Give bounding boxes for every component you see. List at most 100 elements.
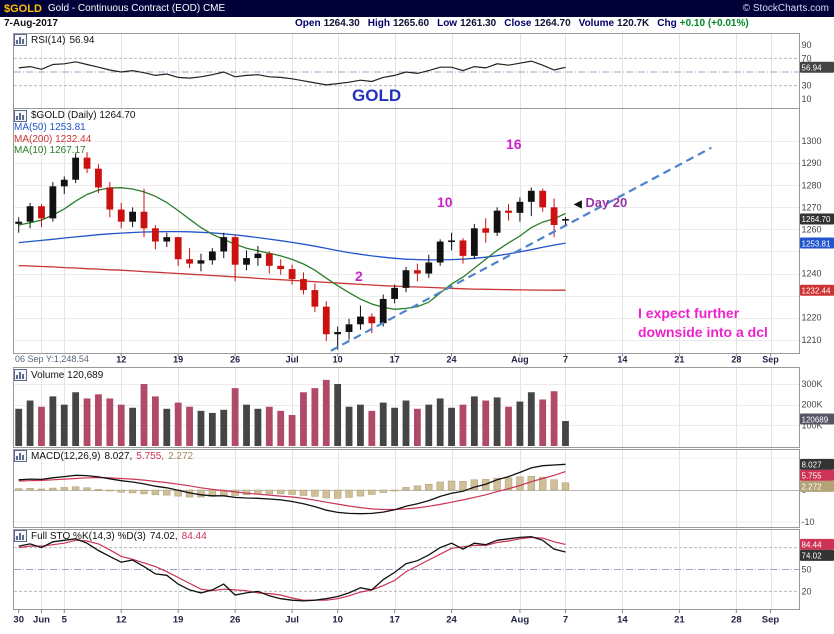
macd-series	[14, 463, 570, 515]
macd-value-1: 8.027,	[104, 450, 133, 462]
trendline	[330, 146, 712, 352]
high-value: 1265.60	[392, 18, 430, 29]
svg-text:1240: 1240	[802, 269, 822, 279]
date-axes: 12 19 26 Jul 10 17 24 Aug 7 14 21 28 Sep 30 Jun 5 12 19 26…	[13, 353, 779, 626]
high-label: High	[367, 18, 390, 29]
low-value: 1261.30	[460, 18, 497, 29]
svg-text:200K: 200K	[802, 400, 823, 410]
svg-text:100K: 100K	[802, 420, 823, 430]
svg-text:1232.44: 1232.44	[802, 286, 831, 295]
close-label: Close	[504, 18, 532, 29]
svg-text:2.272: 2.272	[802, 483, 823, 492]
svg-text:10: 10	[802, 94, 812, 104]
svg-text:56.94: 56.94	[802, 63, 823, 72]
ma50-legend: MA(50) 1253.81	[14, 122, 86, 133]
svg-text:1220: 1220	[802, 313, 822, 323]
svg-text:17: 17	[390, 355, 400, 365]
low-label: Low	[437, 18, 458, 29]
sto-legend: Full STO %K(14,3) %D(3) 74.02, 84.44	[14, 530, 207, 542]
volume-legend: Volume 120,689	[14, 369, 103, 381]
svg-text:Jul: Jul	[286, 355, 299, 365]
sto-value-k: 74.02,	[149, 530, 178, 542]
volume-label: Volume	[578, 18, 615, 29]
svg-text:Jul: Jul	[285, 615, 299, 626]
macd-label: MACD(12,26,9)	[31, 450, 101, 462]
panel-collapse-icon[interactable]	[14, 369, 27, 381]
svg-text:14: 14	[617, 615, 628, 626]
svg-text:Aug: Aug	[511, 615, 530, 626]
close-value: 1264.70	[534, 18, 571, 29]
svg-text:12: 12	[116, 355, 126, 365]
svg-text:30: 30	[13, 615, 24, 626]
panel-collapse-icon[interactable]	[14, 450, 27, 462]
annotation-note: I expect further downside into a dcl	[638, 304, 768, 342]
sto-label: Full STO %K(14,3) %D(3)	[31, 530, 146, 542]
svg-text:24: 24	[446, 615, 457, 626]
panel-collapse-icon[interactable]	[14, 34, 27, 46]
svg-text:1253.81: 1253.81	[802, 239, 831, 248]
svg-text:28: 28	[731, 355, 741, 365]
sto-series	[18, 535, 566, 602]
quote-date: 7-Aug-2017	[4, 18, 58, 29]
svg-text:19: 19	[173, 355, 183, 365]
svg-text:1300: 1300	[802, 136, 822, 146]
svg-text:12: 12	[116, 615, 127, 626]
rsi-value: 56.94	[69, 34, 95, 46]
chg-label: Chg	[657, 18, 677, 29]
svg-text:8.027: 8.027	[802, 461, 823, 470]
panel-collapse-icon[interactable]	[14, 110, 27, 122]
open-label: Open	[295, 18, 321, 29]
svg-text:5: 5	[62, 615, 68, 626]
copyright-link[interactable]: © StockCharts.com	[742, 3, 829, 14]
svg-text:Jun: Jun	[33, 615, 50, 626]
price-legend: $GOLD (Daily) 1264.70 MA(50) 1253.81 MA(…	[14, 110, 136, 157]
svg-text:10: 10	[332, 615, 343, 626]
svg-text:120689: 120689	[802, 415, 829, 424]
rsi-label: RSI(14)	[31, 34, 66, 46]
svg-text:84.44: 84.44	[802, 541, 823, 550]
right-axis: 1300 1290 1280 1270 1260 1240 1220 1210 90 70 30 10…	[800, 40, 834, 596]
svg-text:1290: 1290	[802, 158, 822, 168]
svg-text:1280: 1280	[802, 180, 822, 190]
svg-text:14: 14	[617, 355, 627, 365]
svg-text:7: 7	[563, 355, 568, 365]
annotation-10: 10	[437, 194, 453, 210]
note-line-1: I expect further	[638, 305, 740, 321]
svg-text:-10: -10	[802, 517, 815, 527]
svg-text:1264.70: 1264.70	[802, 215, 831, 224]
panel-collapse-icon[interactable]	[14, 530, 27, 542]
annotation-day20: ◀ Day 20	[574, 195, 627, 210]
open-value: 1264.30	[323, 18, 360, 29]
quote-bar: 7-Aug-2017 Open 1264.30 High 1265.60 Low 12…	[0, 17, 834, 32]
macd-value-3: 2.272	[168, 450, 194, 462]
symbol-label: $GOLD	[4, 2, 42, 15]
chg-value: +0.10 (+0.01%)	[679, 18, 749, 29]
svg-text:30: 30	[802, 81, 812, 91]
svg-text:70: 70	[802, 53, 812, 63]
ma200-legend: MA(200) 1232.44	[14, 133, 92, 145]
annotation-16: 16	[506, 136, 522, 152]
svg-text:7: 7	[563, 615, 568, 626]
day20-text: Day 20	[585, 195, 628, 210]
svg-text:24: 24	[447, 355, 457, 365]
left-arrow-icon: ◀	[574, 199, 582, 210]
svg-text:1260: 1260	[802, 224, 822, 234]
quote-values: Open 1264.30 High 1265.60 Low 1261.30 Close…	[295, 18, 749, 29]
rsi-legend: RSI(14) 56.94	[14, 34, 94, 46]
svg-text:21: 21	[674, 355, 684, 365]
svg-text:26: 26	[230, 355, 240, 365]
volume-series	[15, 379, 569, 446]
volume-value: 120.7K	[617, 18, 650, 29]
volume-legend-text: Volume 120,689	[31, 369, 104, 381]
svg-text:Aug: Aug	[511, 355, 529, 365]
svg-text:19: 19	[173, 615, 184, 626]
svg-text:17: 17	[389, 615, 400, 626]
header-bar: $GOLD Gold - Continuous Contract (EOD) C…	[0, 0, 834, 17]
chart-title: Gold - Continuous Contract (EOD) CME	[47, 3, 226, 14]
svg-text:Sep: Sep	[762, 615, 780, 626]
svg-text:20: 20	[802, 586, 812, 596]
svg-text:5.755: 5.755	[802, 472, 823, 481]
axis-readout: 06 Sep Y:1,248.54	[15, 354, 89, 364]
svg-text:90: 90	[802, 40, 812, 50]
